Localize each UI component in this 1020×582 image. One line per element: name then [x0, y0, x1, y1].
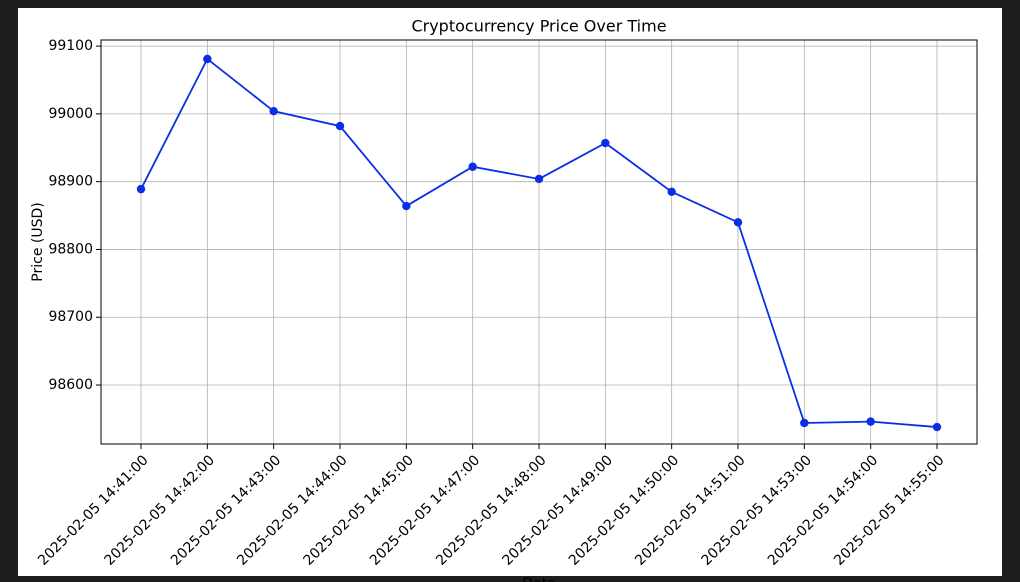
y-tick-label: 98900 — [48, 174, 93, 190]
marker — [534, 174, 544, 184]
marker — [136, 184, 146, 194]
marker — [468, 162, 477, 171]
marker — [932, 422, 942, 432]
y-tick-label: 98600 — [48, 377, 93, 393]
y-tick-label: 99100 — [48, 38, 93, 54]
y-tick-label: 99000 — [48, 106, 93, 122]
y-tick-label: 98800 — [48, 241, 93, 257]
figure-background — [18, 8, 1002, 576]
y-tick-label: 98700 — [48, 309, 93, 325]
y-axis-label: Price (USD) — [30, 202, 46, 281]
marker — [203, 54, 212, 64]
marker — [335, 121, 345, 131]
x-axis-label: Date — [522, 576, 555, 582]
marker — [601, 138, 610, 148]
marker — [667, 187, 676, 197]
marker — [269, 106, 278, 116]
plot-frame — [100, 39, 978, 445]
marker — [800, 418, 809, 428]
marker — [733, 218, 743, 227]
chart-title: Cryptocurrency Price Over Time — [411, 17, 666, 36]
marker — [402, 201, 411, 211]
marker — [866, 417, 875, 426]
